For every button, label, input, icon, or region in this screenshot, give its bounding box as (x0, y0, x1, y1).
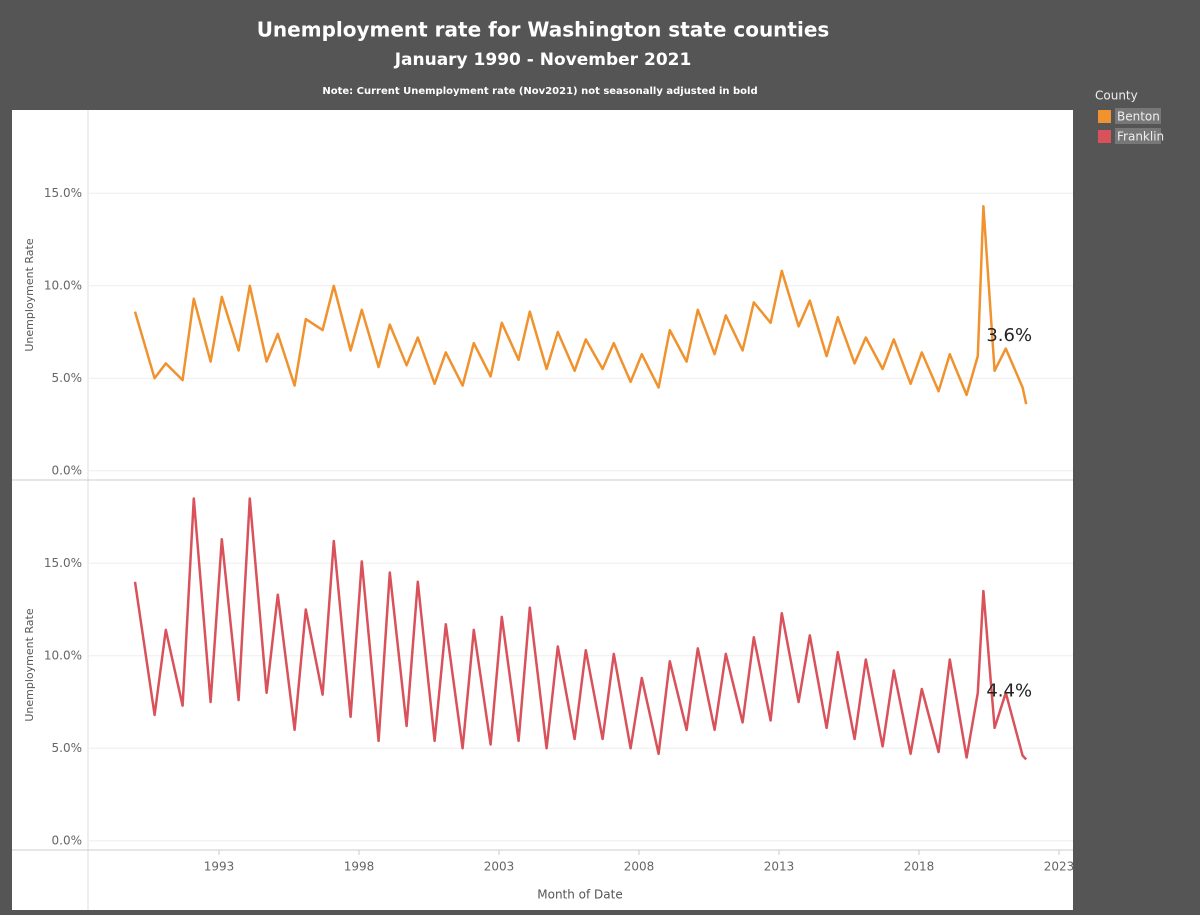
note: Note: Current Unemployment rate (Nov2021… (322, 86, 757, 97)
legend-label: Franklin (1117, 130, 1164, 144)
legend-swatch (1098, 110, 1111, 123)
y-axis-label: Unemployment Rate (23, 608, 36, 722)
y-tick-label: 15.0% (44, 186, 82, 200)
y-tick-label: 5.0% (52, 741, 83, 755)
x-axis-label: Month of Date (537, 888, 623, 902)
y-tick-label: 10.0% (44, 278, 82, 292)
legend-text-bg (1115, 108, 1161, 124)
legend-text-bg (1115, 128, 1161, 144)
x-tick-label: 2013 (764, 860, 795, 874)
value-label: 3.6% (986, 325, 1032, 346)
y-tick-label: 15.0% (44, 556, 82, 570)
legend-label: Benton (1117, 110, 1160, 124)
y-axis-label: Unemployment Rate (23, 238, 36, 352)
x-tick-label: 2003 (484, 860, 515, 874)
x-tick-label: 1993 (204, 860, 235, 874)
series-line (133, 497, 1028, 761)
x-tick-label: 2023 (1044, 860, 1075, 874)
plot-area (12, 110, 1073, 910)
chart-subtitle: January 1990 - November 2021 (394, 50, 692, 70)
y-tick-label: 0.0% (52, 833, 83, 847)
series-line (133, 204, 1028, 405)
x-tick-label: 2008 (624, 860, 655, 874)
chart-title: Unemployment rate for Washington state c… (257, 18, 830, 42)
x-tick-label: 2018 (904, 860, 935, 874)
x-tick-label: 1998 (344, 860, 375, 874)
y-tick-label: 0.0% (52, 463, 83, 477)
y-tick-label: 5.0% (52, 371, 83, 385)
legend-title: County (1095, 89, 1138, 103)
value-label: 4.4% (986, 680, 1032, 701)
legend-swatch (1098, 130, 1111, 143)
y-tick-label: 10.0% (44, 648, 82, 662)
